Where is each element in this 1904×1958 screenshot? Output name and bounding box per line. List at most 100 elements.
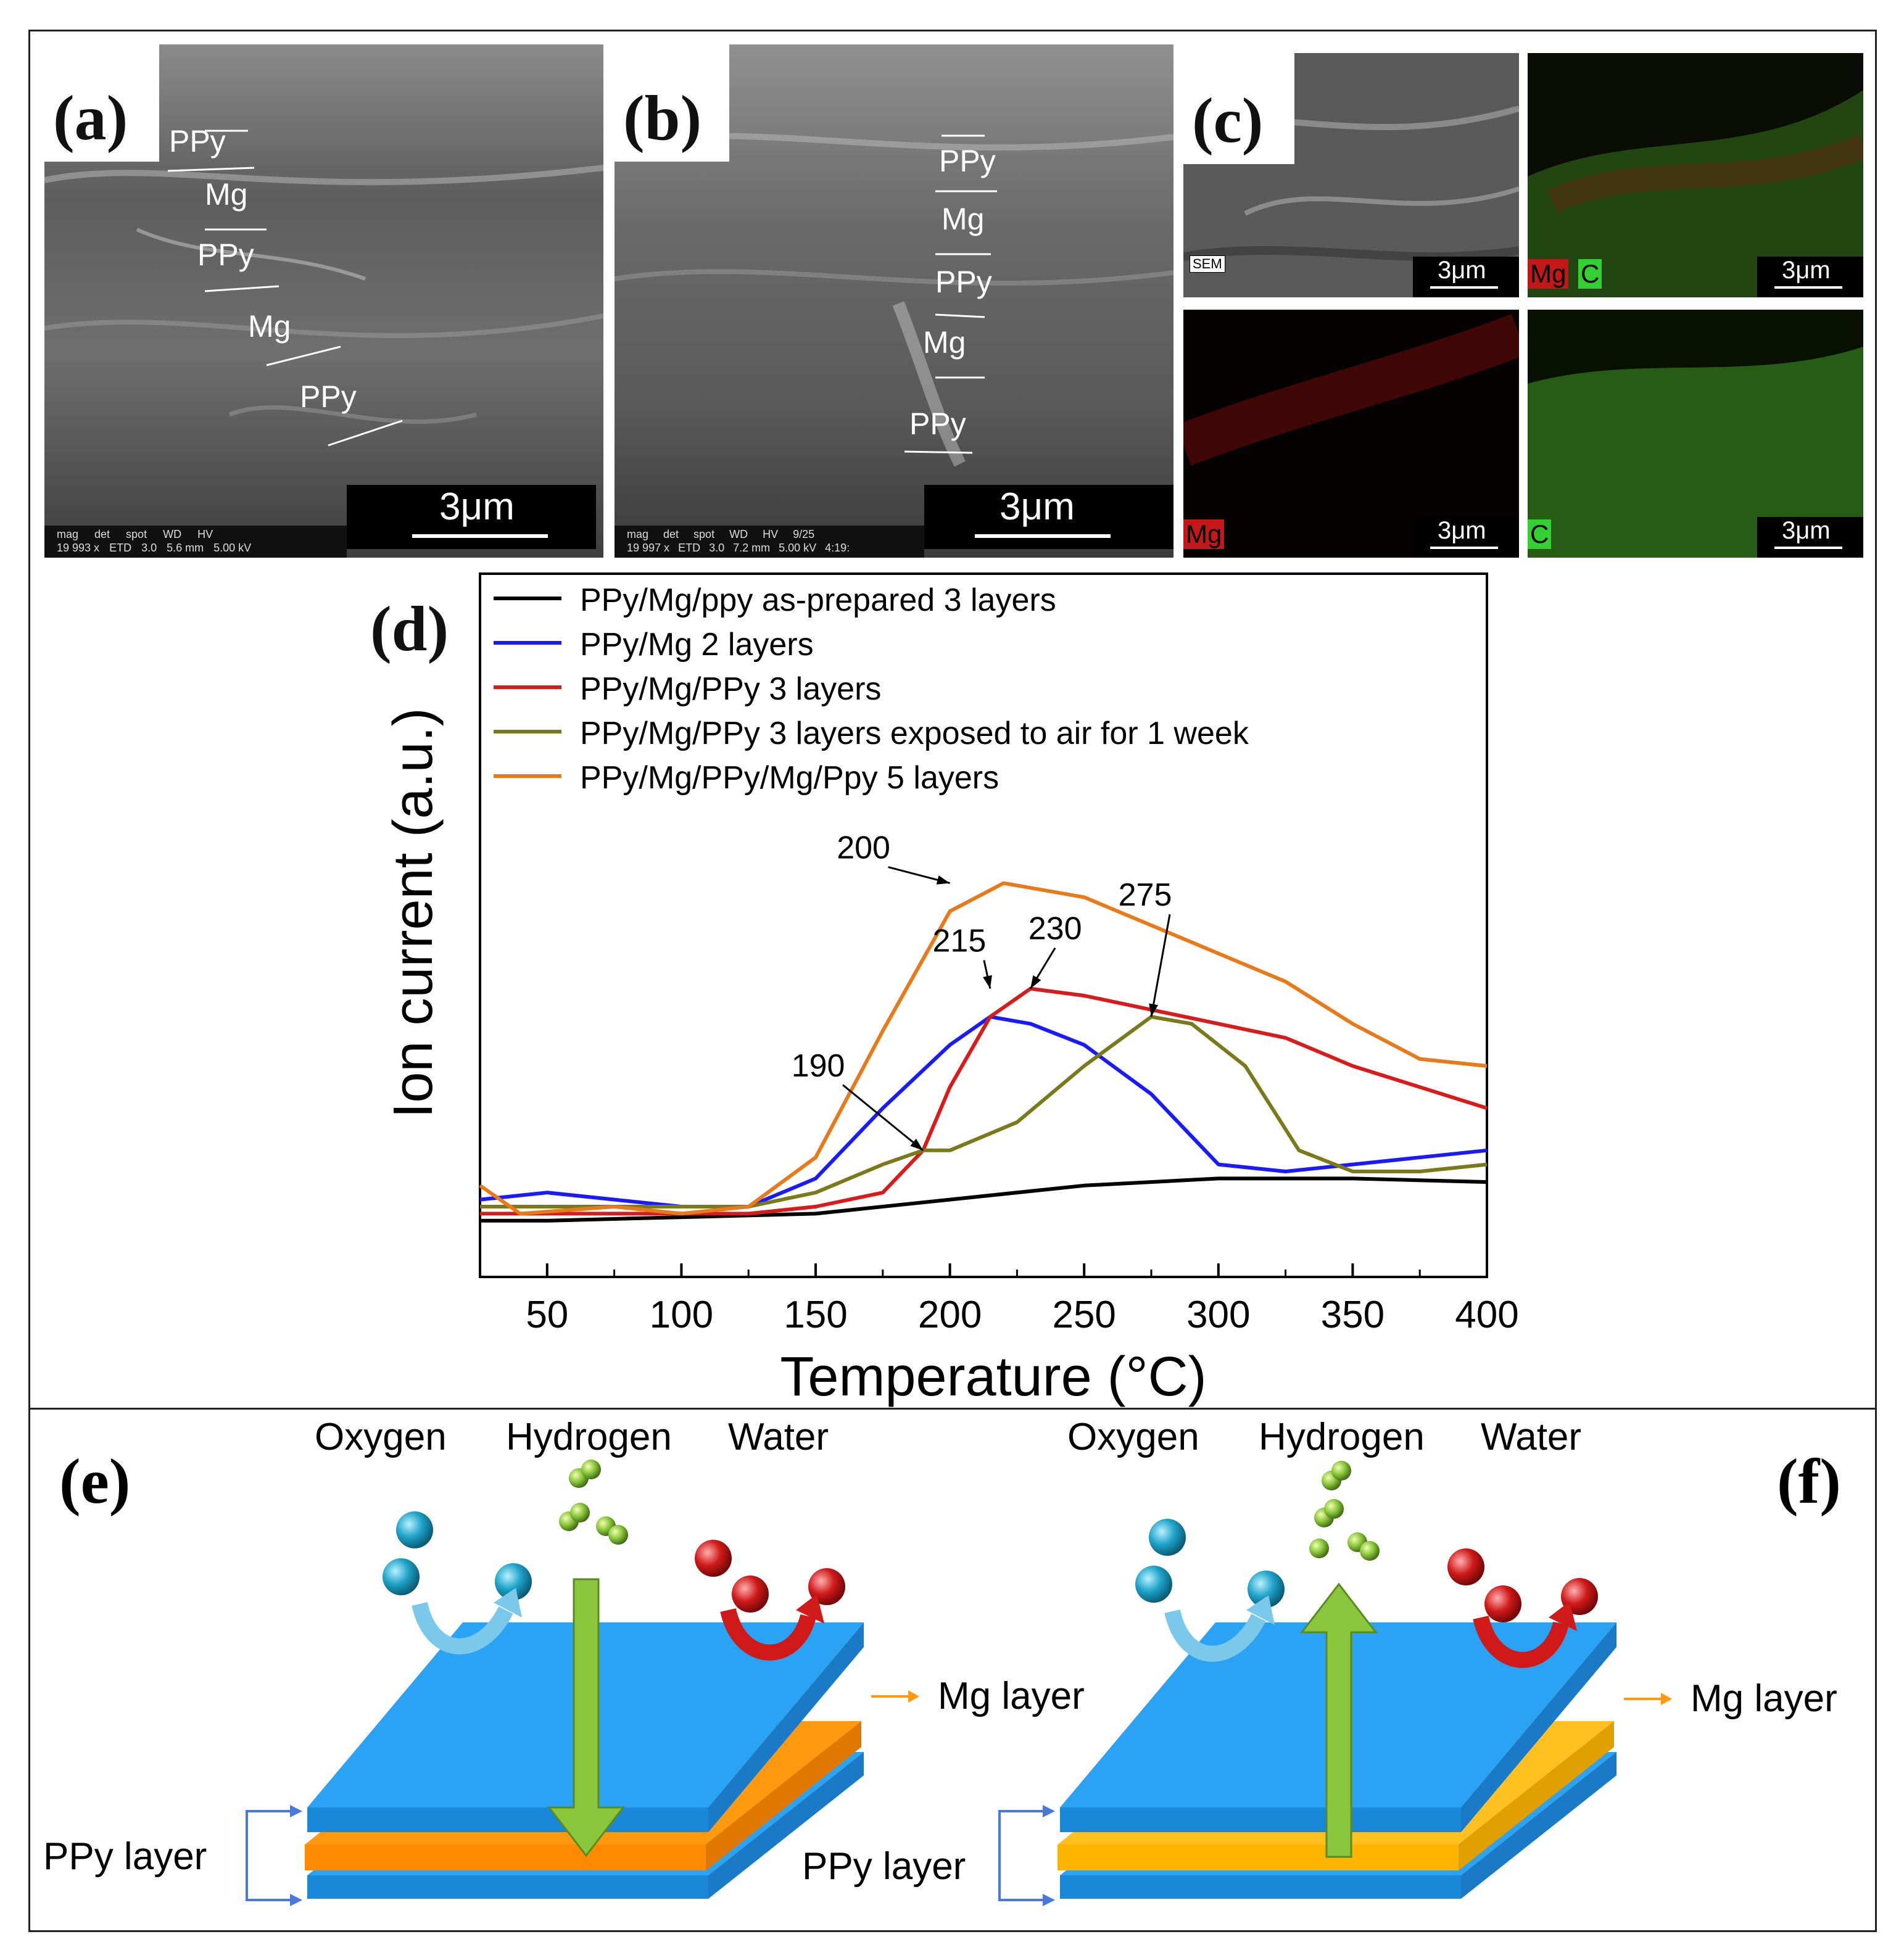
info-value: 3.0 xyxy=(141,542,157,554)
scale-bar-line xyxy=(412,534,548,538)
mg-callout-arrowhead-icon xyxy=(908,1690,919,1703)
oxygen-label: Oxygen xyxy=(1067,1416,1199,1458)
x-tick-label: 250 xyxy=(1052,1294,1115,1336)
water-molecule-icon xyxy=(732,1576,769,1613)
water-molecule-icon xyxy=(1447,1548,1484,1585)
water-bounce-arrow-icon xyxy=(1473,1615,1569,1668)
annotation-arrowhead-icon xyxy=(936,875,950,885)
hydrogen-molecule-icon xyxy=(1324,1499,1344,1519)
scale-bar-box xyxy=(347,485,596,549)
water-molecule-icon xyxy=(695,1540,732,1577)
map-scale-box xyxy=(1757,257,1863,297)
oxygen-molecule-icon xyxy=(1149,1519,1186,1556)
info-label: mag xyxy=(57,528,79,540)
map-tag-c: C xyxy=(1528,519,1552,549)
ppy-bracket-arrowhead-icon xyxy=(1043,1894,1055,1906)
info-value: ETD xyxy=(678,542,701,554)
map-tag-mg: Mg xyxy=(1183,519,1225,549)
hydrogen-molecule-icon xyxy=(581,1460,601,1479)
oxygen-bounce-arrowhead-icon xyxy=(494,1588,522,1617)
water-label: Water xyxy=(728,1416,829,1458)
layer-label: Mg xyxy=(923,325,966,360)
layer-label: PPy xyxy=(939,144,996,178)
legend-label: PPy/Mg/PPy 3 layers exposed to air for 1… xyxy=(580,716,1249,751)
info-label: WD xyxy=(729,528,748,540)
oxygen-molecule-icon xyxy=(495,1563,532,1600)
mg-callout-arrowhead-icon xyxy=(1661,1693,1672,1705)
layer-label: PPy xyxy=(300,379,357,414)
ppy-bracket-arrowhead-icon xyxy=(290,1805,302,1817)
oxygen-molecule-icon xyxy=(1248,1571,1285,1608)
mg-layer-front xyxy=(305,1844,706,1870)
info-value: 5.00 kV xyxy=(779,542,817,554)
info-value: 7.2 mm xyxy=(733,542,771,554)
diagram-f: (f) Oxygen Hydrogen Water Mg layer xyxy=(802,1416,1841,1906)
info-label: mag xyxy=(627,528,649,540)
panel-letter-a: (a) xyxy=(53,83,128,154)
x-tick-label: 150 xyxy=(784,1294,847,1336)
annotation-arrow-icon xyxy=(1150,914,1171,1017)
layer-label: Mg xyxy=(248,309,291,344)
legend-label: PPy/Mg 2 layers xyxy=(580,627,814,663)
ppy-bracket-arrowhead-icon xyxy=(290,1894,302,1906)
info-value: 3.0 xyxy=(709,542,725,554)
info-label: det xyxy=(94,528,110,540)
eds-map-mg: Mg 3μm xyxy=(1183,310,1519,558)
oxygen-label: Oxygen xyxy=(315,1416,447,1458)
scale-bar-box xyxy=(924,485,1173,549)
info-label: spot xyxy=(693,528,715,540)
map-scale-label: 3μm xyxy=(1438,517,1486,544)
annotation-arrow-icon xyxy=(842,1084,924,1151)
layer-label: PPy xyxy=(935,265,992,299)
water-bounce-arrowhead-icon xyxy=(796,1594,824,1624)
annotation-arrowhead-icon xyxy=(910,1138,924,1150)
peak-annotation: 275 xyxy=(1119,877,1172,913)
diagram-e: (e) Oxygen Hydrogen Water xyxy=(43,1416,1085,1906)
ppy-bracket-arrowhead-icon xyxy=(1043,1805,1055,1817)
series-line-3 xyxy=(480,1015,1488,1208)
x-tick-label: 200 xyxy=(918,1294,982,1336)
map-scale-box xyxy=(1413,257,1519,297)
mg-layer-front xyxy=(1058,1844,1459,1870)
layer-diagrams: (e) Oxygen Hydrogen Water xyxy=(43,1416,1841,1906)
info-value: 19 993 x xyxy=(57,542,100,554)
scale-bar-line xyxy=(1774,286,1842,289)
water-bounce-arrow-icon xyxy=(720,1608,816,1661)
ppy-layer-bottom-front xyxy=(307,1875,708,1899)
series-line-4 xyxy=(479,881,1488,1216)
scale-bar-line xyxy=(975,534,1111,538)
chart-panel-letter: (d) xyxy=(370,593,449,664)
ppy-layer-top-side xyxy=(1461,1622,1616,1832)
water-molecule-icon xyxy=(1484,1585,1521,1622)
ppy-layer-label: PPy layer xyxy=(43,1835,207,1878)
mg-layer-side xyxy=(1459,1721,1614,1870)
peak-annotation: 190 xyxy=(792,1048,845,1084)
hydrogen-molecule-icon xyxy=(1360,1541,1380,1561)
ppy-layer-bottom-front xyxy=(1060,1875,1461,1899)
panel-letter-b: (b) xyxy=(623,83,702,154)
info-label: spot xyxy=(126,528,147,540)
panel-letter-box-a xyxy=(44,44,159,162)
annotation-arrowhead-icon xyxy=(1030,975,1041,989)
ppy-layer-top-front xyxy=(307,1807,708,1832)
x-tick-label: 50 xyxy=(526,1294,568,1336)
mg-layer-label: Mg layer xyxy=(938,1675,1085,1717)
layer-label: PPy xyxy=(169,124,226,159)
sem-panel-c: (c) SEM 3μm xyxy=(1183,53,1519,297)
ppy-bracket-icon xyxy=(246,1810,290,1901)
water-label: Water xyxy=(1481,1416,1581,1458)
peak-annotation: 230 xyxy=(1029,911,1082,947)
panel-letter-box-b xyxy=(615,44,729,162)
info-value: 5.00 kV xyxy=(213,542,252,554)
ppy-layer-label: PPy layer xyxy=(802,1845,966,1888)
x-tick-label: 400 xyxy=(1455,1294,1518,1336)
ppy-layer-bottom-side xyxy=(1461,1752,1616,1899)
panel-letter-c: (c) xyxy=(1192,85,1264,156)
oxygen-molecule-icon xyxy=(1135,1566,1172,1603)
ppy-layer-bottom-side xyxy=(708,1752,864,1899)
hydrogen-label: Hydrogen xyxy=(1259,1416,1425,1458)
eds-texture-mg xyxy=(1183,310,1519,558)
sem-panel-b: (b) PPy Mg PPy Mg PPy 3μm mag det spot W… xyxy=(615,44,1173,558)
map-scale-label: 3μm xyxy=(1782,257,1831,284)
map-tag-mg: Mg xyxy=(1528,259,1569,289)
